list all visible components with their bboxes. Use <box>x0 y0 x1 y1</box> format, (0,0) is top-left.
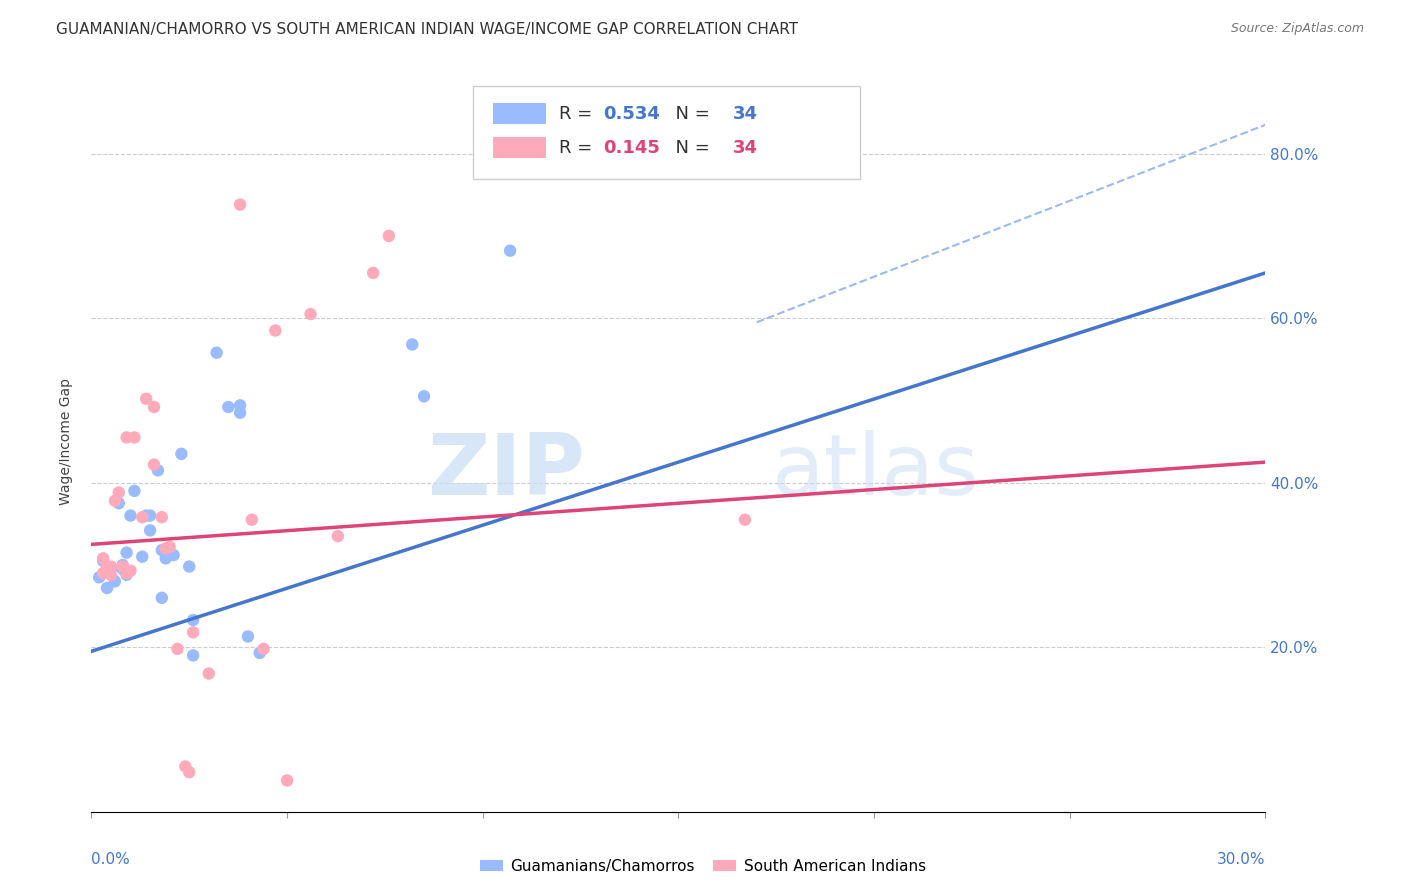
Point <box>170 447 193 461</box>
Point <box>174 759 197 773</box>
Point <box>124 483 146 498</box>
Point <box>162 548 184 562</box>
Point <box>100 562 122 576</box>
Point <box>361 266 384 280</box>
Point <box>89 570 111 584</box>
Point <box>229 406 252 420</box>
Point <box>229 197 252 211</box>
Point <box>135 392 157 406</box>
Point <box>120 508 142 523</box>
Point <box>115 566 138 581</box>
Point <box>96 581 118 595</box>
Point <box>413 389 436 403</box>
Point <box>150 543 173 558</box>
Point <box>166 641 188 656</box>
Point <box>100 559 122 574</box>
Point <box>111 558 134 572</box>
Point <box>91 566 114 581</box>
Point <box>249 646 271 660</box>
Point <box>139 508 162 523</box>
Point <box>205 345 228 359</box>
Point <box>155 551 177 566</box>
Point <box>236 630 259 644</box>
Point <box>181 648 204 663</box>
Point <box>299 307 322 321</box>
Y-axis label: Wage/Income Gap: Wage/Income Gap <box>59 378 73 505</box>
Point <box>159 540 181 554</box>
Point <box>104 493 127 508</box>
Legend: Guamanians/Chamorros, South American Indians: Guamanians/Chamorros, South American Ind… <box>474 853 932 880</box>
Point <box>229 398 252 412</box>
Point <box>143 458 166 472</box>
Point <box>326 529 349 543</box>
FancyBboxPatch shape <box>472 87 860 178</box>
Text: N =: N = <box>664 104 716 122</box>
Point <box>91 554 114 568</box>
Point <box>181 613 204 627</box>
Point <box>378 228 401 243</box>
Text: R =: R = <box>558 138 598 157</box>
Text: N =: N = <box>664 138 716 157</box>
Text: 0.534: 0.534 <box>603 104 661 122</box>
Point <box>120 564 142 578</box>
Point <box>139 524 162 538</box>
Point <box>115 545 138 560</box>
Point <box>115 567 138 582</box>
Point <box>111 559 134 574</box>
Point <box>252 641 274 656</box>
Point <box>135 508 157 523</box>
Text: 30.0%: 30.0% <box>1218 853 1265 867</box>
Text: 34: 34 <box>733 138 758 157</box>
FancyBboxPatch shape <box>494 137 546 158</box>
Text: R =: R = <box>558 104 598 122</box>
Point <box>131 549 153 564</box>
Point <box>240 513 263 527</box>
Text: 34: 34 <box>733 104 758 122</box>
Point <box>91 551 114 566</box>
Point <box>197 666 219 681</box>
Point <box>96 559 118 574</box>
Text: atlas: atlas <box>772 430 980 513</box>
Point <box>150 591 173 605</box>
Text: GUAMANIAN/CHAMORRO VS SOUTH AMERICAN INDIAN WAGE/INCOME GAP CORRELATION CHART: GUAMANIAN/CHAMORRO VS SOUTH AMERICAN IND… <box>56 22 799 37</box>
Point <box>104 574 127 589</box>
Point <box>143 400 166 414</box>
Point <box>107 485 129 500</box>
Point <box>100 567 122 582</box>
Point <box>264 324 287 338</box>
Text: 0.0%: 0.0% <box>91 853 131 867</box>
Point <box>146 463 169 477</box>
Text: ZIP: ZIP <box>427 430 585 513</box>
Point <box>217 400 239 414</box>
Point <box>499 244 522 258</box>
Point <box>115 430 138 444</box>
Point <box>734 513 756 527</box>
Point <box>276 773 298 788</box>
Point <box>107 496 129 510</box>
Point <box>124 430 146 444</box>
Point <box>179 765 201 780</box>
Point <box>111 562 134 576</box>
Point <box>150 510 173 524</box>
Text: Source: ZipAtlas.com: Source: ZipAtlas.com <box>1230 22 1364 36</box>
FancyBboxPatch shape <box>494 103 546 124</box>
Point <box>181 625 204 640</box>
Point <box>131 510 153 524</box>
Text: 0.145: 0.145 <box>603 138 661 157</box>
Point <box>179 559 201 574</box>
Point <box>401 337 423 351</box>
Point <box>155 541 177 556</box>
